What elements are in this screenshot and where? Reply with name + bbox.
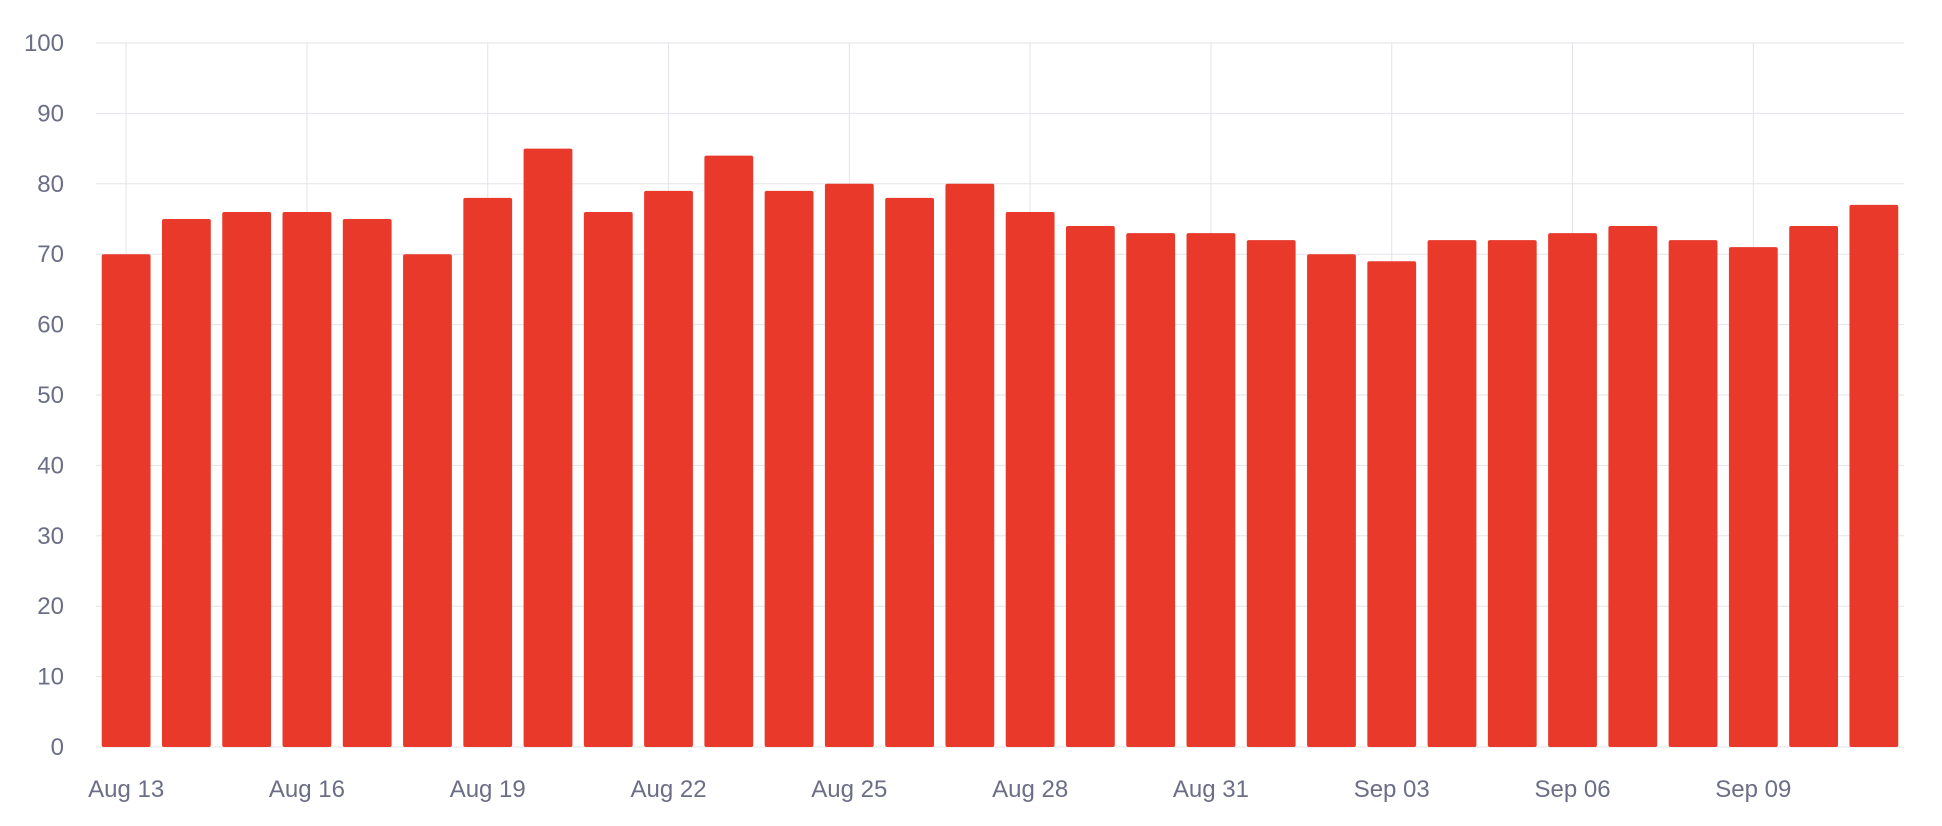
y-axis-tick-label: 10 [37, 664, 64, 691]
bar-aug-27 [945, 183, 995, 748]
x-axis-tick-label: Aug 22 [630, 776, 706, 803]
bar-aug-31 [1186, 233, 1236, 747]
bar-aug-20 [523, 148, 573, 748]
bar-sep-01 [1246, 240, 1296, 747]
bar-sep-07 [1608, 226, 1658, 748]
bar-sep-11 [1849, 204, 1899, 748]
bar-aug-13 [101, 254, 151, 747]
x-axis-tick-label: Sep 06 [1534, 776, 1610, 803]
x-axis-tick-label: Aug 13 [88, 776, 164, 803]
x-axis-tick-label: Aug 19 [450, 776, 526, 803]
y-axis-tick-label: 100 [24, 30, 64, 57]
y-axis: 0 10 20 30 40 50 60 70 80 90 100 [24, 30, 64, 761]
bar-sep-04 [1427, 240, 1477, 747]
bar-aug-18 [403, 254, 452, 747]
y-axis-tick-label: 50 [37, 382, 64, 409]
x-axis-tick-label: Sep 09 [1715, 776, 1791, 803]
bar-sep-05 [1487, 240, 1537, 747]
bar-aug-19 [463, 197, 513, 747]
bar-aug-15 [222, 211, 272, 747]
bar-sep-02 [1307, 254, 1356, 747]
x-axis-tick-label: Sep 03 [1354, 776, 1430, 803]
bar-sep-06 [1548, 233, 1597, 747]
bar-sep-03 [1367, 261, 1417, 747]
x-axis: Aug 13 Aug 16 Aug 19 Aug 22 Aug 25 Aug 28 Aug … [88, 776, 1791, 803]
y-axis-tick-label: 30 [37, 523, 64, 550]
y-axis-tick-label: 60 [37, 312, 64, 339]
x-axis-tick-label: Aug 25 [811, 776, 887, 803]
bar-sep-10 [1789, 226, 1839, 748]
x-axis-tick-label: Aug 28 [992, 776, 1068, 803]
bar-sep-08 [1668, 240, 1718, 747]
bar-aug-26 [885, 197, 935, 747]
bar-aug-16 [282, 211, 332, 747]
bar-aug-25 [824, 183, 874, 748]
y-axis-tick-label: 80 [37, 171, 64, 198]
bar-aug-30 [1126, 233, 1176, 747]
y-axis-tick-label: 70 [37, 241, 64, 268]
bar-layer [101, 148, 1899, 748]
bar-aug-23 [704, 155, 754, 747]
y-axis-tick-label: 0 [51, 734, 64, 761]
bar-aug-29 [1065, 226, 1115, 748]
x-axis-tick-label: Aug 31 [1173, 776, 1249, 803]
bar-sep-09 [1728, 247, 1778, 747]
y-axis-tick-label: 40 [37, 452, 64, 479]
y-axis-tick-label: 20 [37, 593, 64, 620]
bar-aug-28 [1005, 211, 1055, 747]
x-axis-tick-label: Aug 16 [269, 776, 345, 803]
bar-aug-14 [161, 219, 211, 747]
bar-aug-21 [583, 211, 633, 747]
y-axis-tick-label: 90 [37, 100, 64, 127]
bar-aug-24 [764, 190, 814, 748]
bar-aug-17 [342, 219, 392, 747]
bar-aug-22 [644, 190, 693, 748]
